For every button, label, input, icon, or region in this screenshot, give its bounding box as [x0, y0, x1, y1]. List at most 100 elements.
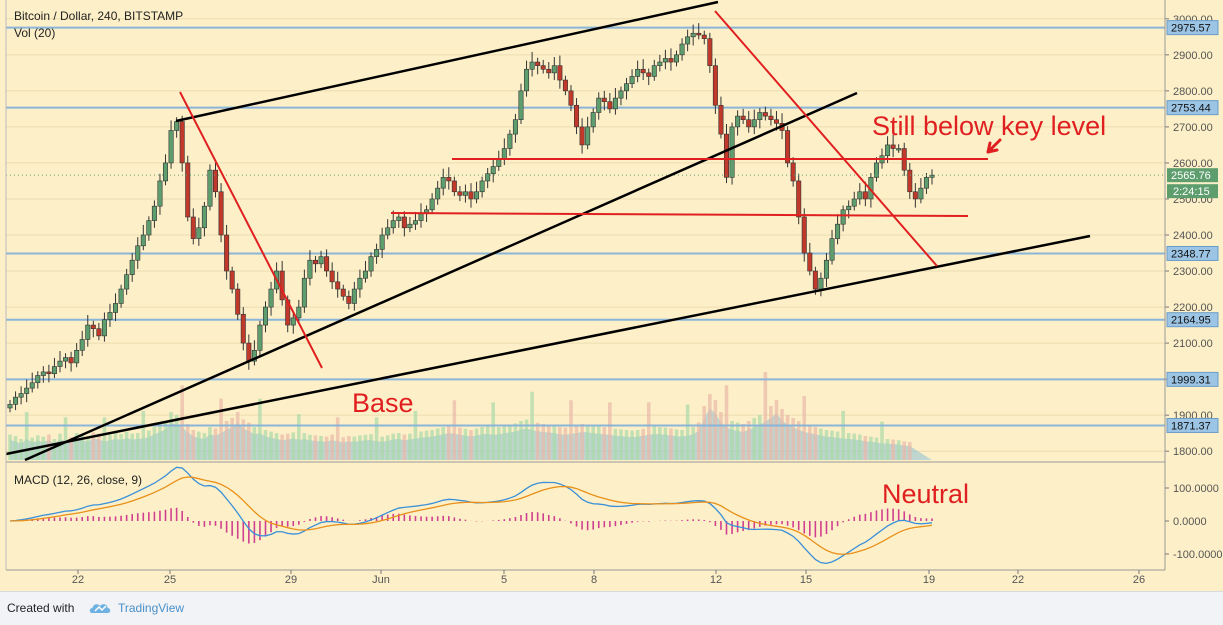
volume-bar: [907, 442, 912, 460]
candle-down: [562, 79, 568, 92]
volume-bar: [830, 430, 834, 460]
candle-up: [624, 83, 630, 92]
candle-up: [440, 177, 446, 189]
candle-down: [762, 112, 768, 117]
candle-up: [118, 288, 124, 304]
channel-upper-trendline: [175, 0, 719, 123]
volume-bar: [746, 421, 751, 460]
volume-bar: [285, 433, 290, 460]
candle-up: [201, 205, 207, 229]
downtrend-line-1: [179, 91, 323, 369]
volume-bar: [558, 427, 562, 460]
candle-up: [101, 319, 107, 337]
candle-up: [135, 245, 141, 261]
candle-down: [746, 119, 752, 128]
macd-signal-line: [9, 476, 933, 555]
level-badge-label: 2975.57: [1171, 23, 1211, 35]
candle-down: [335, 281, 341, 290]
volume-bar: [791, 418, 795, 460]
volume-bar: [58, 433, 62, 460]
candle-down: [90, 324, 96, 329]
volume-bar: [424, 430, 429, 460]
volume-bar: [652, 426, 657, 460]
volume-bar: [258, 398, 262, 460]
candle-up: [140, 234, 146, 247]
candle-down: [801, 216, 807, 254]
candle-up: [662, 58, 668, 63]
volume-bar: [280, 434, 284, 460]
volume-bar: [313, 435, 318, 460]
candle-up: [524, 68, 530, 92]
price-tick-label: 2100.00: [1173, 338, 1213, 350]
volume-bar: [763, 372, 768, 460]
candle-down: [535, 61, 541, 66]
candle-up: [307, 259, 313, 279]
candle-down: [785, 130, 791, 164]
volume-bar: [263, 430, 268, 460]
volume-bar: [430, 430, 434, 460]
volume-bar: [163, 421, 168, 460]
candle-up: [896, 148, 902, 151]
level-badge-label: 1871.37: [1171, 420, 1211, 432]
volume-bar: [102, 417, 107, 460]
candle-up: [412, 220, 418, 225]
candle-up: [590, 112, 596, 128]
candle-down: [235, 288, 241, 315]
volume-bar: [619, 429, 623, 460]
level-badge-label: 1999.31: [1171, 374, 1211, 386]
volume-bar: [485, 426, 490, 460]
volume-bar: [508, 424, 512, 460]
candle-down: [607, 101, 613, 110]
neutral-annotation: Neutral: [882, 479, 969, 509]
volume-bar: [385, 435, 390, 460]
volume-bar: [85, 436, 90, 460]
candle-down: [740, 115, 746, 120]
volume-bar: [180, 385, 184, 460]
tradingview-brand-link[interactable]: TradingView: [118, 601, 185, 615]
candle-down: [312, 259, 318, 265]
volume-bar: [358, 435, 362, 460]
volume-bar: [419, 431, 423, 460]
candle-up: [857, 191, 863, 200]
volume-bar: [574, 425, 579, 460]
candle-up: [124, 274, 130, 290]
volume-bar: [441, 427, 446, 460]
volume-bar: [74, 433, 79, 460]
candle-up: [368, 256, 374, 272]
candle-up: [146, 220, 152, 236]
last-price-badge: [1167, 168, 1218, 183]
candle-up: [7, 404, 13, 409]
candle-up: [407, 223, 413, 229]
candle-up: [729, 126, 735, 178]
candle-up: [290, 317, 296, 326]
cloud-icon: [89, 604, 111, 613]
candle-down: [912, 191, 918, 200]
volume-bar: [52, 439, 57, 460]
candle-down: [723, 133, 729, 178]
volume-bar: [624, 430, 629, 460]
time-tick-label: 5: [501, 574, 507, 586]
candle-up: [385, 227, 391, 236]
volume-bar: [469, 430, 473, 460]
candle-up: [257, 324, 263, 351]
volume-bar: [69, 437, 73, 460]
btc-chart[interactable]: Still below key level Base Bitcoin / Dolla…: [0, 0, 1223, 591]
level-badge: [1166, 245, 1219, 261]
volume-bar: [857, 434, 862, 460]
candle-up: [485, 173, 491, 182]
candle-down: [179, 121, 185, 164]
volume-bar: [41, 436, 46, 460]
candle-up: [929, 174, 935, 178]
volume-bar: [24, 412, 29, 460]
volume-bar: [235, 412, 240, 460]
price-axis-background: [1165, 0, 1223, 591]
volume-bar: [308, 434, 312, 460]
candle-down: [696, 32, 702, 36]
price-tick-label: 2600.00: [1173, 158, 1213, 170]
volume-bar: [685, 404, 690, 460]
volume-bar: [152, 427, 157, 460]
volume-bar: [302, 433, 307, 460]
candle-down: [446, 177, 452, 182]
volume-bar: [269, 431, 273, 460]
candle-down: [246, 342, 252, 362]
